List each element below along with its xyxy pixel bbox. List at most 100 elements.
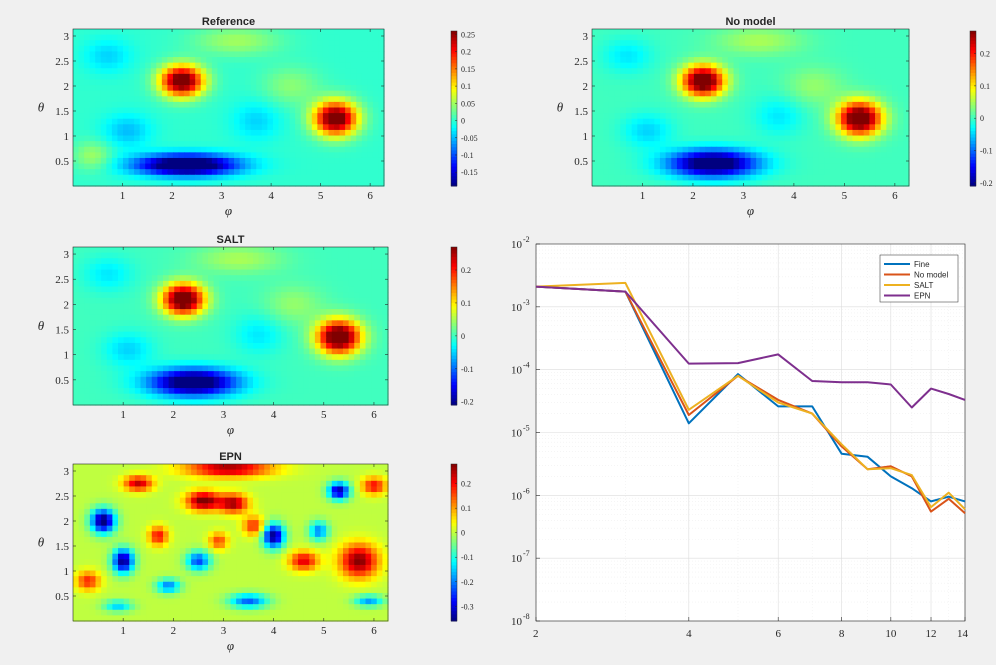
heatmap-cell — [371, 337, 378, 344]
heatmap-cell — [106, 388, 113, 395]
heatmap-cell — [295, 163, 302, 170]
heatmap-cell — [191, 326, 198, 333]
heatmap-cell — [592, 68, 599, 75]
heatmap-cell — [716, 129, 723, 137]
heatmap-cell — [84, 96, 91, 103]
heatmap-cell — [903, 101, 910, 109]
heatmap-cell — [295, 62, 302, 69]
heatmap-cell — [174, 354, 181, 361]
heatmap-cell — [145, 107, 152, 114]
heatmap-cell — [756, 124, 763, 131]
heatmap-cell — [693, 85, 701, 92]
heatmap-cell — [348, 247, 355, 254]
heatmap-cell — [106, 337, 113, 344]
heatmap-cell — [852, 124, 859, 131]
heatmap-cell — [222, 96, 230, 103]
heatmap-cell — [208, 354, 215, 361]
heatmap-cell — [361, 45, 368, 53]
heatmap-cell — [241, 258, 248, 265]
heatmap-cell — [208, 376, 215, 384]
heatmap-cells — [73, 29, 385, 187]
heatmap-cell — [846, 152, 853, 159]
colorbar-tick-label: 0 — [980, 114, 984, 123]
heatmap-cell — [367, 169, 374, 176]
heatmap-cell — [339, 62, 346, 69]
heatmap-cell — [292, 303, 299, 310]
heatmap-cell — [880, 152, 887, 159]
heatmap-cell — [382, 247, 389, 254]
heatmap-cell — [278, 73, 285, 81]
heatmap-cell — [348, 314, 355, 321]
heatmap-cell — [174, 297, 181, 305]
heatmap-cell — [801, 146, 808, 153]
heatmap-cell — [773, 129, 780, 137]
heatmap-cell — [161, 73, 169, 81]
heatmap-cell — [211, 174, 218, 181]
heatmap-cell — [767, 34, 774, 41]
heatmap-cell — [269, 247, 277, 254]
heatmap-cell — [382, 365, 389, 372]
heatmap-cell — [597, 129, 604, 137]
heatmap-cell — [812, 57, 820, 64]
heatmap-cell — [208, 388, 215, 395]
heatmap-cell — [168, 275, 175, 282]
heatmap-cell — [217, 118, 224, 125]
heatmap-cell — [256, 141, 263, 148]
heatmap-cell — [269, 280, 277, 288]
heatmap-cell — [196, 258, 203, 265]
heatmap-cell — [261, 79, 268, 86]
heatmap-cell — [727, 79, 735, 86]
heatmap-cell — [128, 34, 135, 41]
heatmap-cell — [676, 62, 684, 69]
heatmap-cell — [191, 297, 198, 305]
heatmap-cell — [264, 297, 271, 305]
heatmap-cell — [829, 40, 837, 47]
heatmap-cell — [247, 269, 254, 276]
heatmap-cell — [818, 57, 825, 64]
heatmap-cell — [756, 29, 763, 36]
heatmap-cell — [196, 275, 203, 282]
heatmap-cell — [211, 85, 218, 92]
heatmap-cell — [343, 342, 350, 350]
heatmap-cell — [303, 326, 310, 333]
heatmap-cell — [858, 129, 865, 137]
heatmap-cell — [348, 263, 355, 271]
heatmap-cell — [345, 40, 352, 47]
heatmap-cell — [145, 146, 152, 153]
heatmap-cell — [217, 152, 224, 159]
heatmap-cell — [245, 129, 252, 137]
heatmap-cell — [117, 135, 124, 142]
heatmap-cell — [230, 297, 237, 305]
heatmap-cell — [665, 101, 672, 109]
heatmap-cell — [637, 107, 644, 114]
heatmap-cell — [676, 169, 684, 176]
heatmap-cell — [123, 280, 130, 288]
heatmap-cell — [625, 101, 633, 109]
heatmap-cell — [756, 118, 763, 125]
heatmap-cell — [306, 180, 313, 187]
heatmap-cell — [208, 314, 215, 321]
heatmap-cell — [278, 96, 285, 103]
heatmap-cell — [722, 29, 729, 36]
heatmap-cell — [682, 118, 689, 125]
heatmap-cell — [750, 90, 757, 97]
heatmap-cell — [228, 141, 235, 148]
heatmap-cell — [222, 29, 230, 36]
heatmap-cell — [892, 29, 899, 36]
heatmap-cell — [337, 303, 344, 310]
x-tick-label: 6 — [371, 409, 377, 421]
heatmap-cell — [620, 124, 627, 131]
heatmap-cell — [620, 51, 627, 58]
heatmap-cell — [659, 163, 667, 170]
heatmap-cell — [345, 141, 352, 148]
heatmap-cell — [790, 180, 797, 187]
heatmap-cell — [278, 129, 285, 137]
heatmap-cell — [230, 354, 237, 361]
heatmap-cell — [256, 73, 263, 81]
heatmap-cell — [289, 96, 296, 103]
heatmap-cell — [161, 51, 169, 58]
heatmap-cell — [328, 68, 335, 75]
x-axis-label: φ — [225, 203, 232, 218]
heatmap-cell — [722, 45, 729, 53]
colorbar-step — [451, 349, 457, 353]
